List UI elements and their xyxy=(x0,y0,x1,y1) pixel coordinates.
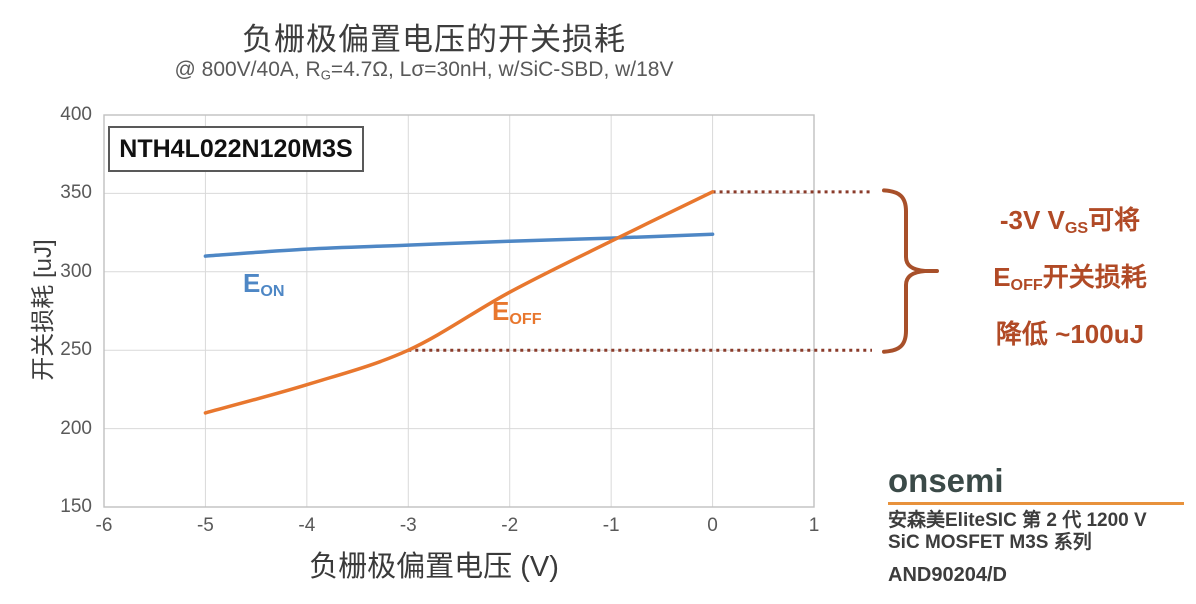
subscript: G xyxy=(320,67,331,83)
subscript: GS xyxy=(1064,219,1089,238)
text-run: =4.7Ω, Lσ=30nH, w/SiC-SBD, w/18V xyxy=(330,58,674,81)
eon-curve xyxy=(203,232,715,258)
y-tick-label: 150 xyxy=(60,496,92,517)
device-part-number-badge: NTH4L022N120M3S xyxy=(108,126,364,172)
eoff-series-label: EOFF xyxy=(492,296,542,329)
footer-document-id: AND90204/D xyxy=(888,564,1007,586)
text-run: E xyxy=(243,268,261,298)
y-tick-label: 300 xyxy=(60,260,92,282)
y-tick-label: 200 xyxy=(60,417,92,439)
x-axis-title: 负栅极偏置电压 (V) xyxy=(309,551,559,583)
x-tick-label: -6 xyxy=(95,515,113,536)
x-tick-label: -1 xyxy=(602,515,620,536)
text-run: 可将 xyxy=(1088,205,1141,235)
footer-product-line-1: 安森美EliteSIC 第 2 代 1200 V xyxy=(888,510,1147,531)
subscript: OFF xyxy=(1010,276,1043,295)
x-tick-label: 0 xyxy=(707,515,718,536)
y-tick-label: 400 xyxy=(60,104,92,125)
text-run: E xyxy=(993,262,1011,293)
chart-title: 负栅极偏置电压的开关损耗 xyxy=(242,22,626,57)
eon-series-label: EON xyxy=(243,268,285,301)
y-tick-label: 250 xyxy=(60,339,92,361)
annotation-line-2: EOFF开关损耗 xyxy=(948,253,1192,310)
annotation-line-1: -3V VGS可将 xyxy=(948,196,1192,253)
text-run: @ 800V/40A, R xyxy=(174,58,321,81)
footer-product-line-2: SiC MOSFET M3S 系列 xyxy=(888,532,1092,553)
x-tick-label: -2 xyxy=(501,515,519,536)
text-run: 降低 ~100uJ xyxy=(995,319,1145,350)
text-run: -3V V xyxy=(999,205,1065,235)
text-run: 开关损耗 xyxy=(1042,262,1147,293)
subscript: ON xyxy=(260,282,285,301)
logo-underline xyxy=(888,502,1184,505)
x-tick-label: 1 xyxy=(808,515,820,536)
y-tick-label: 350 xyxy=(60,182,92,204)
onsemi-logo: onsemi xyxy=(888,462,1004,499)
x-tick-label: -3 xyxy=(399,515,417,536)
x-tick-label: -4 xyxy=(298,515,316,536)
plot-border xyxy=(103,114,815,508)
eoff-reduction-annotation: -3V VGS可将 EOFF开关损耗 降低 ~100uJ xyxy=(948,196,1192,359)
footer-block: onsemi 安森美EliteSIC 第 2 代 1200 V SiC MOSF… xyxy=(888,462,1188,587)
y-axis-title: 开关损耗 [uJ] xyxy=(30,239,57,381)
brace xyxy=(882,188,939,354)
x-tick-label: -5 xyxy=(196,515,214,536)
text-run: E xyxy=(492,296,510,326)
subscript: OFF xyxy=(509,310,542,329)
eoff-curve xyxy=(203,190,715,415)
chart-subtitle: @ 800V/40A, RG=4.7Ω, Lσ=30nH, w/SiC-SBD,… xyxy=(84,58,764,82)
annotation-line-3: 降低 ~100uJ xyxy=(948,310,1192,359)
